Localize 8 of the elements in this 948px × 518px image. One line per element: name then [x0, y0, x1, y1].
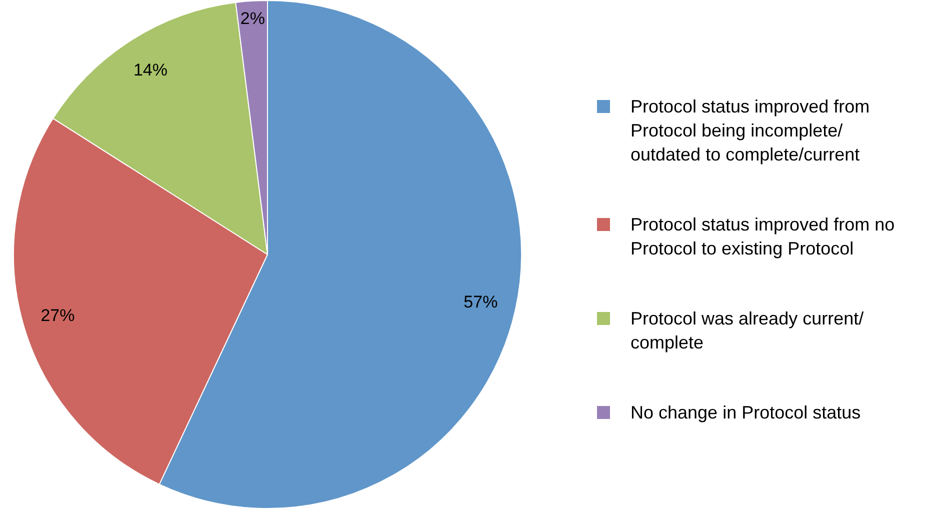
data-label: 57%	[464, 292, 498, 312]
legend-label: Protocol was already current/ complete	[630, 308, 864, 352]
data-label: 14%	[133, 60, 168, 80]
data-label: 2%	[240, 9, 265, 28]
legend-label: Protocol status improved from Protocol being incomplete/ outdated to complete/current	[630, 96, 870, 164]
legend-label: No change in Protocol status	[630, 402, 861, 422]
legend-label: Protocol status improved from no Protocol to existing Protocol	[630, 214, 895, 258]
data-label: 27%	[40, 306, 75, 325]
